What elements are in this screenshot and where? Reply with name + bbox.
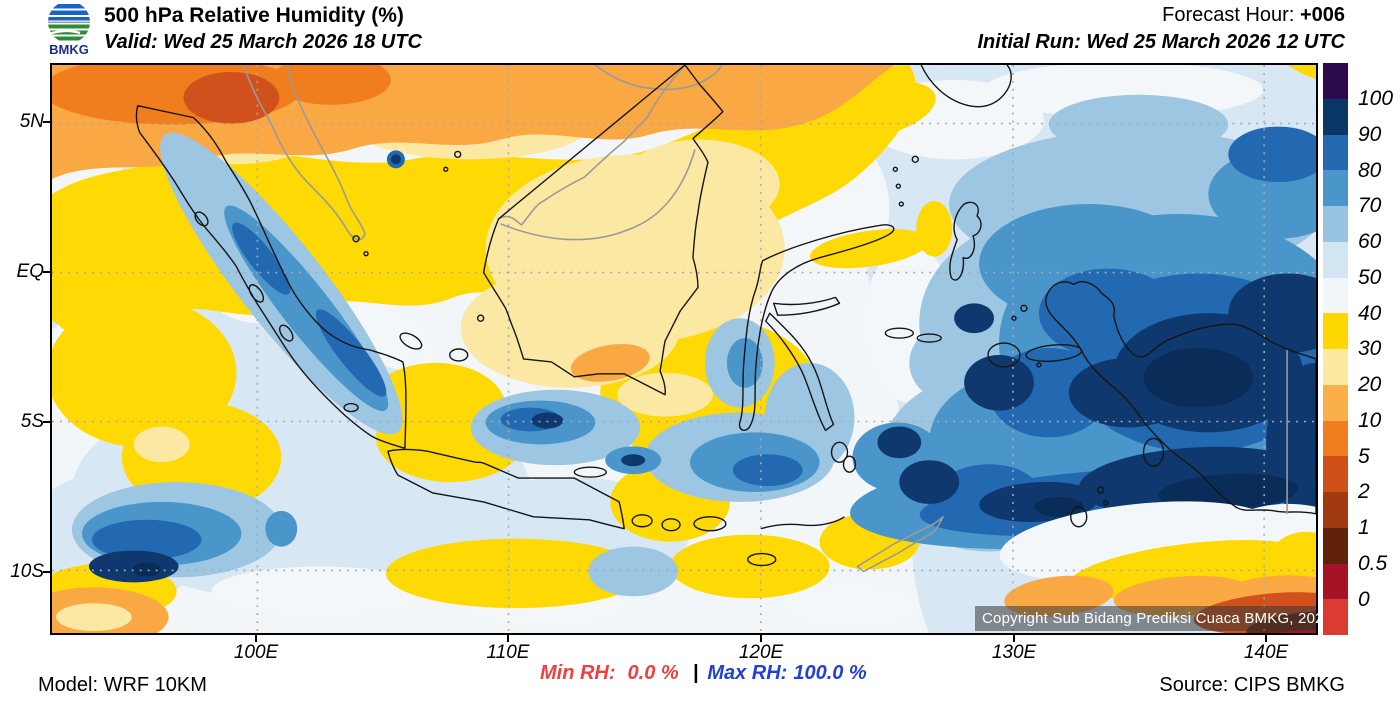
colorbar-label: 90 bbox=[1358, 123, 1382, 146]
colorbar-band bbox=[1323, 313, 1348, 349]
copyright-overlay: Copyright Sub Bidang Prediksi Cuaca BMKG… bbox=[975, 606, 1332, 631]
colorbar-band bbox=[1323, 456, 1348, 492]
x-axis-label-120e: 120E bbox=[738, 642, 784, 663]
x-tick bbox=[1265, 635, 1267, 642]
forecast-hour-value: +006 bbox=[1299, 4, 1345, 26]
colorbar-label: 70 bbox=[1358, 194, 1382, 217]
colorbar-label: 100 bbox=[1358, 87, 1394, 110]
colorbar-band bbox=[1323, 241, 1348, 278]
colorbar-label: 20 bbox=[1358, 373, 1382, 396]
y-axis-label-eq: EQ bbox=[16, 261, 44, 282]
minmax-separator: | bbox=[692, 662, 699, 684]
colorbar-label: 5 bbox=[1358, 445, 1370, 468]
colorbar-band bbox=[1323, 63, 1348, 99]
x-tick bbox=[1013, 635, 1015, 642]
colorbar-label: 40 bbox=[1358, 302, 1382, 325]
model-label: Model: WRF 10KM bbox=[38, 674, 207, 696]
colorbar-label: 0.5 bbox=[1358, 552, 1388, 575]
colorbar-label: 2 bbox=[1358, 480, 1370, 503]
colorbar-label: 1 bbox=[1358, 516, 1370, 539]
colorbar-band bbox=[1323, 206, 1348, 242]
colorbar-band bbox=[1323, 384, 1348, 421]
x-tick bbox=[255, 635, 257, 642]
y-axis-label-5n: 5N bbox=[19, 111, 44, 132]
y-axis-label-5s: 5S bbox=[20, 411, 44, 432]
forecast-hour: Forecast Hour: +006 bbox=[1162, 4, 1345, 27]
max-rh-label: Max RH: bbox=[707, 662, 788, 684]
colorbar-label: 80 bbox=[1358, 159, 1382, 182]
x-axis-label-140e: 140E bbox=[1243, 642, 1289, 663]
y-axis-label-10s: 10S bbox=[10, 561, 44, 582]
initial-run: Initial Run: Wed 25 March 2026 12 UTC bbox=[977, 31, 1345, 53]
rh-contour-map: Copyright Sub Bidang Prediksi Cuaca BMKG… bbox=[50, 63, 1332, 635]
min-rh-value: 0.0 % bbox=[627, 662, 679, 684]
colorbar-band bbox=[1323, 134, 1348, 171]
colorbar-label: 30 bbox=[1358, 337, 1382, 360]
min-rh-label: Min RH: bbox=[540, 662, 616, 684]
max-rh-value: 100.0 % bbox=[793, 662, 867, 684]
y-tick bbox=[43, 121, 50, 123]
colorbar-band bbox=[1323, 492, 1348, 528]
colorbar-band bbox=[1323, 563, 1348, 600]
x-axis-label-130e: 130E bbox=[991, 642, 1037, 663]
bmkg-logo-icon bbox=[48, 1, 90, 43]
rh-contour-field bbox=[52, 65, 1316, 633]
colorbar-label: 0 bbox=[1358, 588, 1370, 611]
colorbar-band bbox=[1323, 98, 1348, 135]
colorbar-label: 50 bbox=[1358, 266, 1382, 289]
colorbar bbox=[1323, 63, 1348, 635]
x-axis-label-110e: 110E bbox=[486, 642, 530, 663]
colorbar-band bbox=[1323, 170, 1348, 206]
colorbar-label: 60 bbox=[1358, 230, 1382, 253]
y-tick bbox=[43, 271, 50, 273]
rh-minmax: Min RH: 0.0 % | Max RH: 100.0 % bbox=[540, 662, 867, 685]
coastlines bbox=[135, 65, 1316, 573]
valid-time: Valid: Wed 25 March 2026 18 UTC bbox=[104, 31, 422, 53]
x-axis-label-100e: 100E bbox=[233, 642, 279, 663]
colorbar-band bbox=[1323, 599, 1348, 635]
colorbar-label: 10 bbox=[1358, 409, 1382, 432]
source-label: Source: CIPS BMKG bbox=[1159, 674, 1345, 696]
colorbar-band bbox=[1323, 420, 1348, 457]
colorbar-band bbox=[1323, 277, 1348, 314]
x-tick bbox=[760, 635, 762, 642]
x-tick bbox=[507, 635, 509, 642]
y-tick bbox=[43, 571, 50, 573]
contour-fill-layers bbox=[52, 65, 1316, 633]
colorbar-band bbox=[1323, 349, 1348, 385]
bmkg-logo-text: BMKG bbox=[49, 42, 89, 57]
forecast-hour-label: Forecast Hour: bbox=[1162, 4, 1300, 26]
page-title: 500 hPa Relative Humidity (%) bbox=[104, 4, 404, 27]
colorbar-band bbox=[1323, 527, 1348, 564]
y-tick bbox=[43, 421, 50, 423]
gridlines bbox=[52, 65, 1316, 633]
bmkg-logo: BMKG bbox=[48, 1, 90, 57]
